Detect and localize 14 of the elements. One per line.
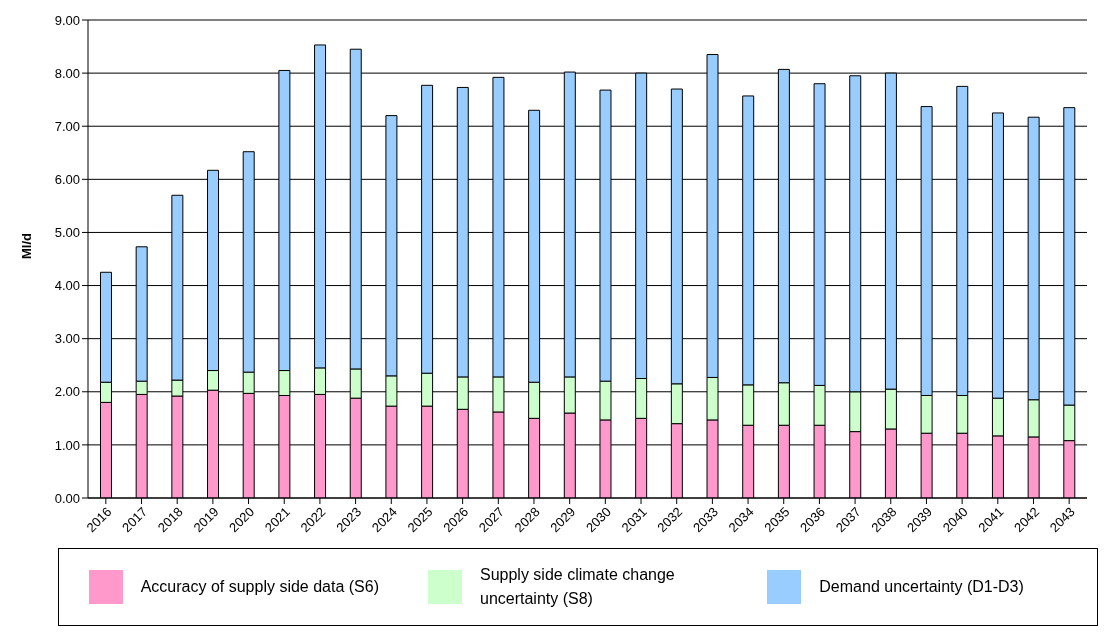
y-tick-label: 4.00 [54,278,80,294]
y-tick-label: 6.00 [54,171,80,187]
y-tick-label: 9.00 [54,12,80,28]
y-tick-label: 2.00 [54,384,80,400]
y-axis-title: Ml/d [18,232,34,259]
y-tick-label: 1.00 [54,437,80,453]
y-tick-label: 7.00 [54,118,80,134]
y-tick-label: 3.00 [54,331,80,347]
y-tick-label: 0.00 [54,490,80,506]
y-tick-label: 8.00 [54,65,80,81]
legend-label: Supply side climate change uncertainty (S8) [479,565,676,609]
y-tick-label: 5.00 [54,225,80,241]
legend-label: Demand uncertainty (D1-D3) [819,577,1024,597]
legend-label: Accuracy of supply side data (S6) [140,577,379,597]
